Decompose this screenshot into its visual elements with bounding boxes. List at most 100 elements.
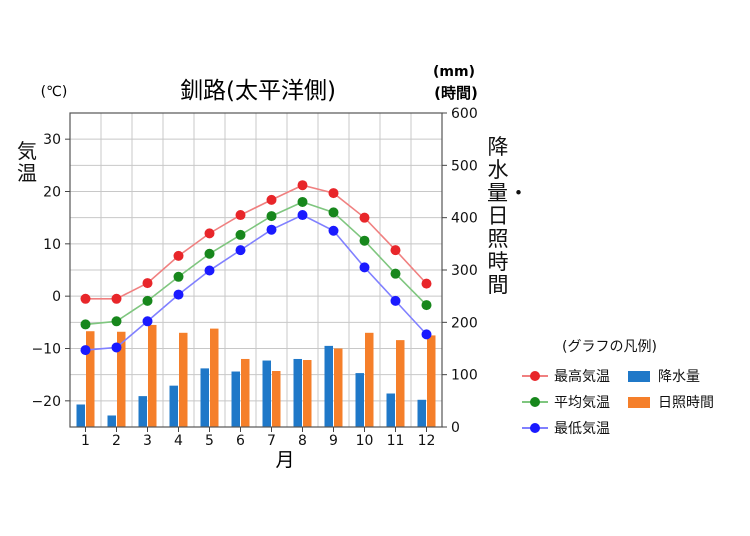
right-tick-label: 400 <box>451 211 478 227</box>
x-tick-label: 2 <box>112 433 121 449</box>
avg-temp-point <box>390 268 401 279</box>
precip-bar <box>138 396 147 427</box>
left-tick-label: −10 <box>31 342 61 358</box>
legend-item-sunshine: 日照時間 <box>628 392 714 412</box>
precip-bar <box>355 373 364 427</box>
max-temp-point <box>266 194 277 205</box>
sunshine-bar <box>272 371 281 427</box>
right-tick-label: 0 <box>451 420 460 436</box>
x-axis-label: 月 <box>275 449 294 471</box>
max-temp-point <box>359 212 370 223</box>
max-temp-point <box>142 278 153 289</box>
avg-temp-point <box>142 295 153 306</box>
sunshine-bar <box>148 324 157 427</box>
x-tick-label: 8 <box>298 433 307 449</box>
legend-item-precip: 降水量 <box>628 366 700 386</box>
min-temp-point <box>111 342 122 353</box>
avg-temp-point <box>173 271 184 282</box>
precip-bar <box>76 404 85 427</box>
sunshine-bar <box>334 348 343 427</box>
avg-temp-point <box>297 196 308 207</box>
max-temp-point <box>173 250 184 261</box>
right-tick-label: 200 <box>451 315 478 331</box>
avg-temp-point <box>80 319 91 330</box>
left-tick-label: 0 <box>52 289 61 305</box>
x-tick-label: 10 <box>356 433 374 449</box>
max-temp-point <box>111 293 122 304</box>
max-temp-point <box>235 210 246 221</box>
left-unit: (℃) <box>41 84 68 100</box>
precip-bar <box>200 368 209 427</box>
avg-temp-point <box>359 235 370 246</box>
right-tick-label: 100 <box>451 368 478 384</box>
x-tick-label: 4 <box>174 433 183 449</box>
x-tick-label: 6 <box>236 433 245 449</box>
legend-item-min-temp: 最低気温 <box>522 418 610 438</box>
right-tick-label: 500 <box>451 158 478 174</box>
max-temp-line <box>85 184 428 300</box>
avg-temp-point <box>266 211 277 222</box>
left-tick-label: 20 <box>43 185 61 201</box>
sunshine-bar <box>117 331 126 427</box>
min-temp-point <box>421 329 432 340</box>
min-temp-point <box>204 265 215 276</box>
precip-bar <box>169 385 178 427</box>
max-temp-point <box>390 245 401 256</box>
max-temp-point <box>421 278 432 289</box>
legend-title: (グラフの凡例) <box>562 339 657 355</box>
avg-temp-point <box>235 229 246 240</box>
x-tick-label: 12 <box>418 433 436 449</box>
left-axis-label: 気温 <box>17 139 37 185</box>
legend-item-avg-temp: 平均気温 <box>522 392 610 412</box>
min-temp-point <box>328 225 339 236</box>
right-unit-hours: (時間) <box>434 84 478 102</box>
precip-bar <box>231 371 240 427</box>
right-tick-label: 300 <box>451 263 478 279</box>
min-temp-point <box>297 210 308 221</box>
min-temp-point <box>235 245 246 256</box>
avg-temp-point <box>204 248 215 259</box>
precip-bar <box>324 345 333 427</box>
x-tick-label: 9 <box>329 433 338 449</box>
precip-bar <box>262 360 271 427</box>
max-temp-point <box>328 188 339 199</box>
sunshine-bar <box>241 358 250 427</box>
x-tick-label: 1 <box>81 433 90 449</box>
left-tick-label: −20 <box>31 394 61 410</box>
max-temp-point <box>80 293 91 304</box>
x-tick-label: 11 <box>387 433 405 449</box>
max-temp-point <box>297 180 308 191</box>
min-temp-point <box>80 345 91 356</box>
sunshine-bar <box>179 332 188 427</box>
right-axis-label: 降水量・日照時間 <box>487 135 529 297</box>
sunshine-bar <box>303 360 312 427</box>
avg-temp-point <box>421 300 432 311</box>
sunshine-bar <box>210 328 219 427</box>
left-tick-label: 10 <box>43 237 61 253</box>
sunshine-bar <box>86 331 95 427</box>
precip-bar <box>293 358 302 427</box>
min-temp-point <box>266 224 277 235</box>
sunshine-bar <box>427 335 436 427</box>
avg-temp-point <box>111 316 122 327</box>
x-tick-label: 3 <box>143 433 152 449</box>
x-tick-label: 7 <box>267 433 276 449</box>
min-temp-point <box>173 289 184 300</box>
right-unit-mm: (mm) <box>433 64 475 80</box>
x-tick-label: 5 <box>205 433 214 449</box>
sunshine-bar <box>365 332 374 427</box>
legend-item-max-temp: 最高気温 <box>522 366 610 386</box>
min-temp-point <box>390 295 401 306</box>
precip-bar <box>107 415 116 427</box>
right-tick-label: 600 <box>451 106 478 122</box>
bars <box>76 324 436 427</box>
precip-bar <box>417 399 426 427</box>
max-temp-point <box>204 228 215 239</box>
min-temp-point <box>359 262 370 273</box>
grid <box>70 112 442 428</box>
precip-bar <box>386 393 395 427</box>
chart-title: 釧路(太平洋側) <box>180 78 336 104</box>
avg-temp-line <box>85 201 428 326</box>
